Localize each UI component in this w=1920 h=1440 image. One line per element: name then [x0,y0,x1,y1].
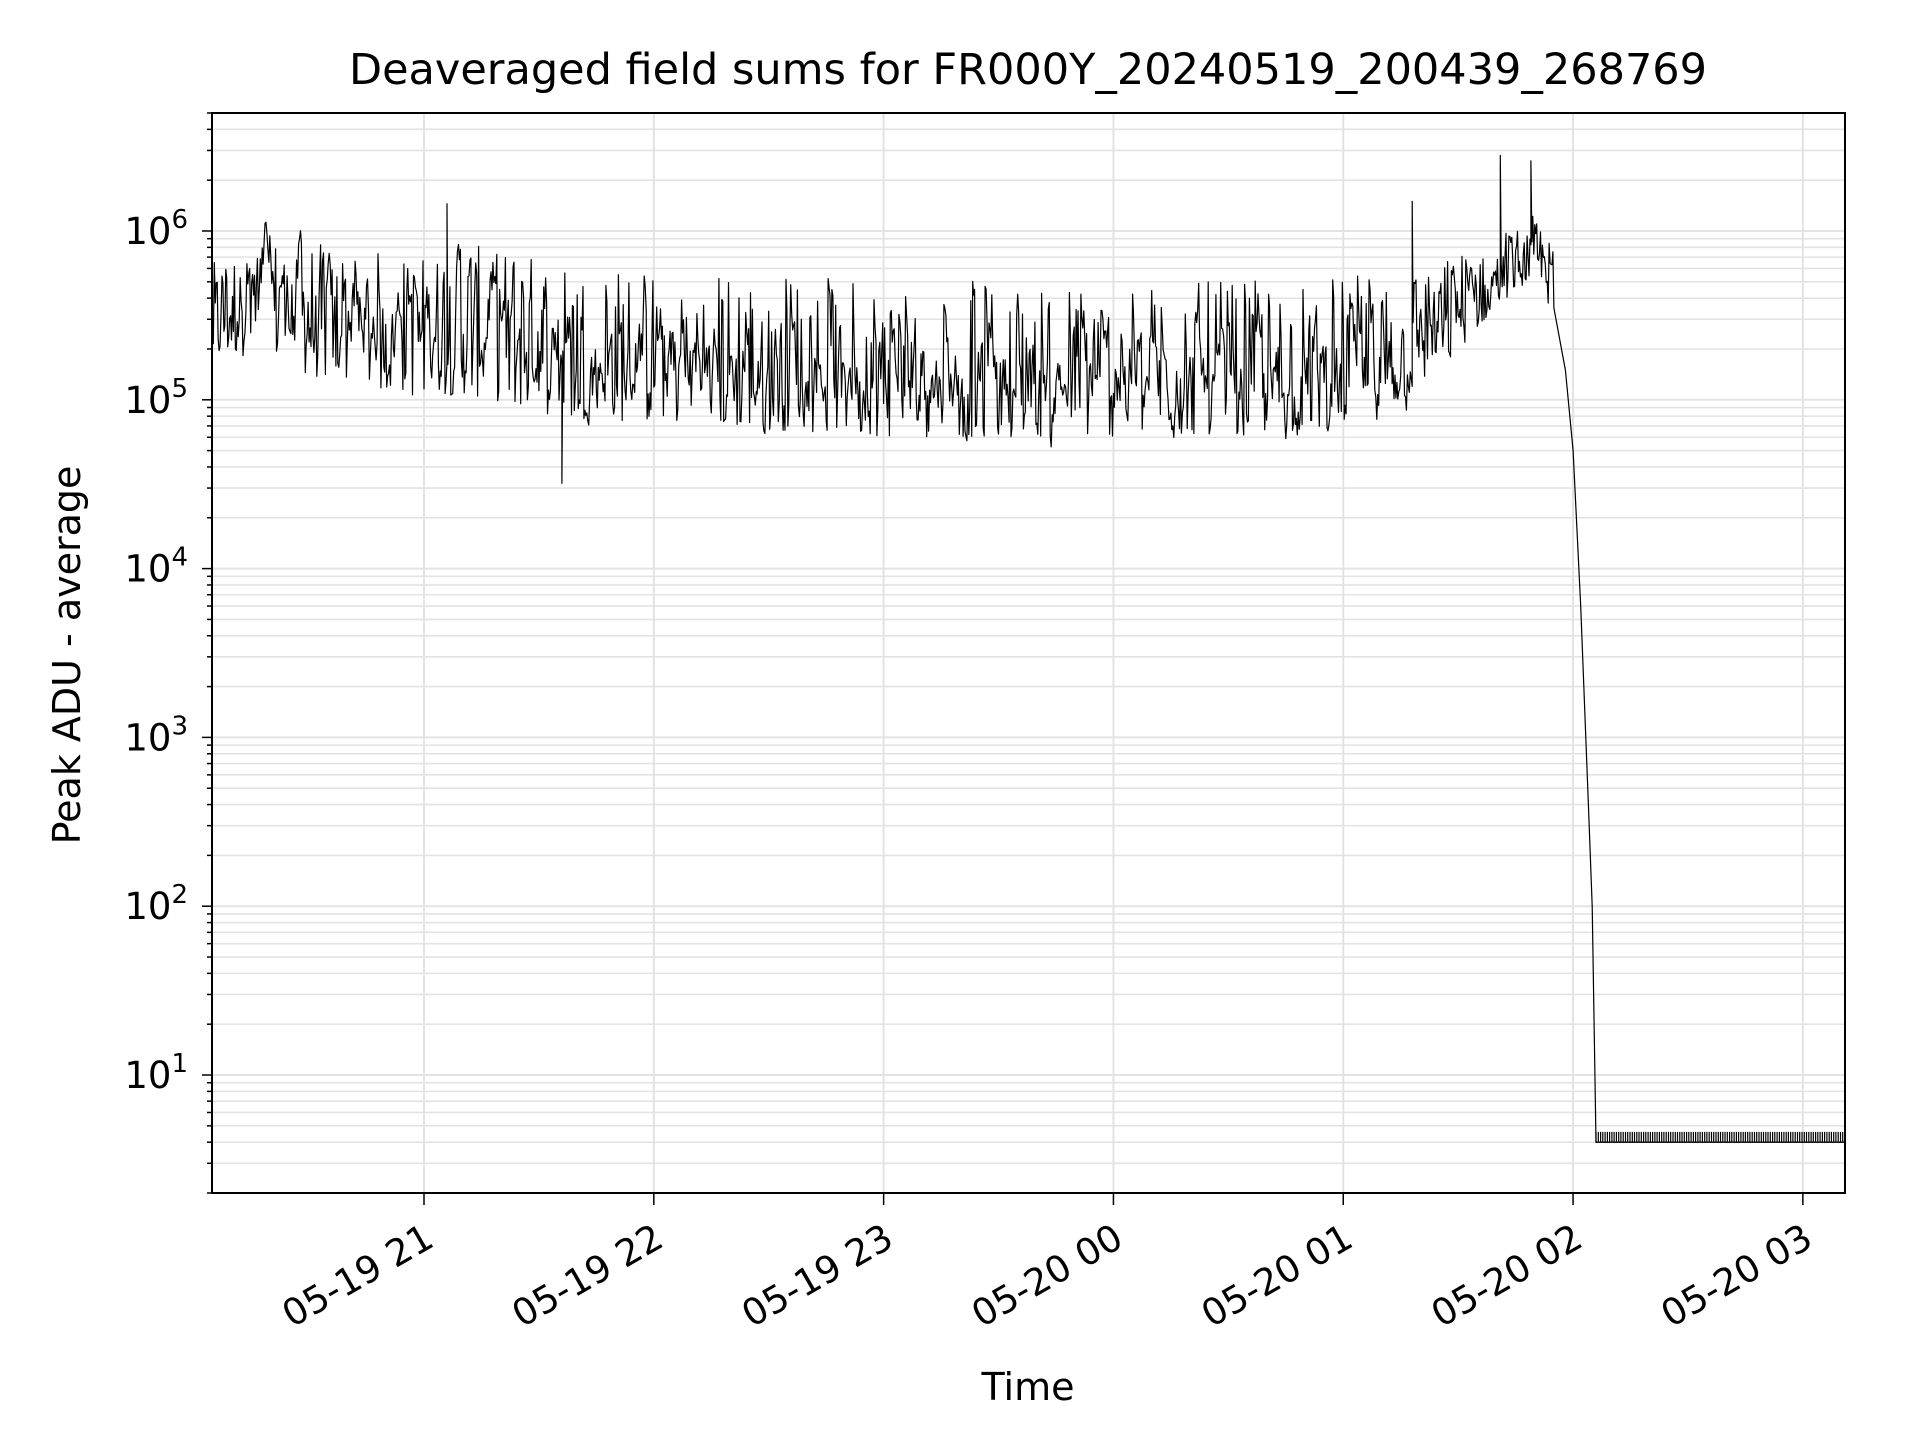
y-tick-label: 104 [124,543,188,591]
y-tick-label: 102 [124,880,188,928]
y-tick-label: 103 [124,711,188,759]
grid [212,112,1845,1194]
data-layer [212,154,1846,1143]
series-tail [1595,1131,1846,1143]
y-axis-label: Peak ADU - average [45,466,89,845]
y-tick-label: 106 [124,205,188,253]
x-axis-label: Time [981,1365,1075,1409]
y-tick-label: 105 [124,374,188,422]
series-line [212,154,1845,1143]
y-tick-label: 101 [124,1049,188,1097]
plot-frame [211,112,1846,1194]
chart-title: Deaveraged field sums for FR000Y_2024051… [349,45,1707,95]
